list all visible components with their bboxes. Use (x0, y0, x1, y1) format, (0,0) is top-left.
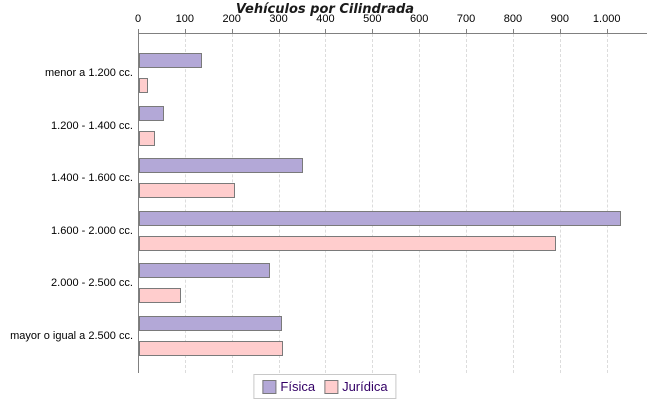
gridline (606, 34, 608, 373)
bar-juridica (139, 130, 155, 146)
bar-fisica (139, 263, 270, 279)
bar-juridica (139, 235, 556, 251)
x-axis-tick-label: 300 (269, 13, 288, 25)
x-axis-tick-label: 1.000 (592, 13, 621, 25)
y-axis-line (138, 33, 139, 373)
x-axis-tick-label: 900 (550, 13, 569, 25)
legend-swatch-icon (262, 379, 277, 394)
gridline (372, 34, 374, 373)
category-label: menor a 1.200 cc. (44, 67, 133, 79)
category-label: 1.200 - 1.400 cc. (51, 119, 133, 132)
bar-fisica (139, 105, 164, 121)
legend-item: Física (262, 379, 315, 394)
gridline (559, 34, 561, 373)
x-axis-tick (278, 29, 280, 33)
gridline (231, 34, 233, 373)
x-axis-tick (325, 29, 327, 33)
bar-fisica (139, 53, 202, 68)
bar-fisica (139, 316, 282, 331)
x-axis-tick (606, 29, 608, 33)
x-axis-tick (419, 29, 421, 33)
x-axis-tick-label: 800 (503, 13, 523, 25)
x-axis-tick (372, 29, 374, 33)
x-axis-tick-label: 200 (222, 13, 241, 25)
bar-juridica (139, 78, 148, 93)
legend-label: Jurídica (342, 379, 388, 394)
bar-juridica (139, 183, 235, 199)
legend-item: Jurídica (324, 379, 388, 394)
x-axis-tick (512, 29, 514, 33)
bar-juridica (139, 288, 181, 304)
legend-label: Física (280, 379, 316, 394)
x-axis-line (138, 33, 647, 34)
x-axis-tick-label: 500 (363, 13, 382, 25)
x-axis-tick (231, 29, 233, 33)
category-label: 1.400 - 1.600 cc. (51, 172, 133, 185)
bar-juridica (139, 341, 283, 356)
gridline (325, 34, 327, 373)
bar-fisica (139, 158, 303, 174)
x-axis-tick-label: 400 (316, 13, 335, 25)
x-axis-tick (559, 29, 561, 33)
gridline (419, 34, 421, 373)
x-axis-tick (184, 29, 186, 33)
x-axis-tick-label: 0 (134, 13, 142, 25)
category-label: mayor o igual a 2.500 cc. (10, 330, 133, 342)
gridline (184, 34, 186, 373)
legend-swatch-icon (324, 379, 339, 394)
x-axis-tick (138, 29, 139, 33)
legend: Física Jurídica (253, 374, 397, 399)
x-axis-tick-label: 100 (175, 13, 195, 25)
x-axis-tick-label: 700 (456, 13, 476, 25)
category-label: 1.600 - 2.000 cc. (51, 224, 133, 237)
gridline (512, 34, 514, 373)
x-axis-tick (466, 29, 468, 33)
gridline (466, 34, 468, 373)
gridline (278, 34, 280, 373)
category-label: 2.000 - 2.500 cc. (51, 277, 133, 290)
chart-title: Vehículos por Cilindrada (235, 2, 415, 17)
x-axis-tick-label: 600 (410, 13, 429, 25)
bar-fisica (139, 210, 621, 226)
